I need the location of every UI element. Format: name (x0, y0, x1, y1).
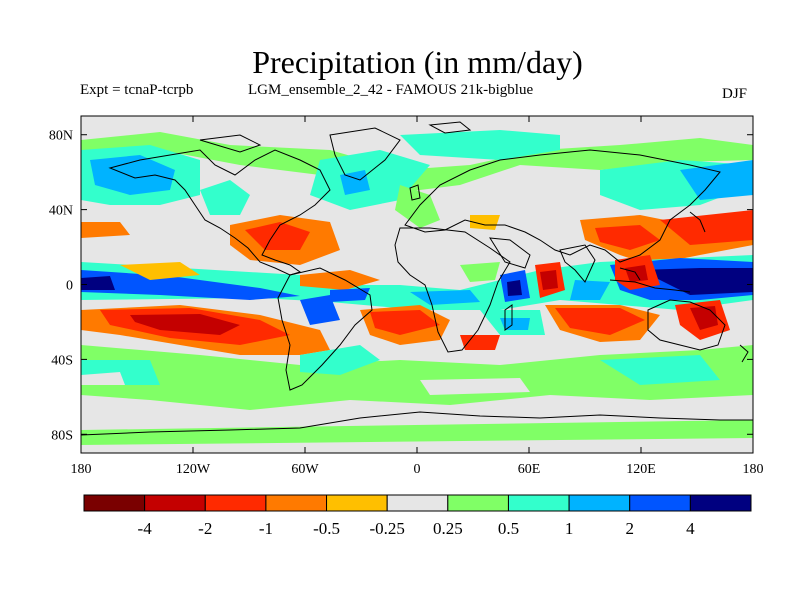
colorbar-label: 2 (625, 519, 634, 538)
colorbar-label: -4 (138, 519, 153, 538)
x-tick-label: 180 (743, 462, 764, 477)
colorbar-swatch (689, 494, 752, 512)
colorbar-swatch (386, 494, 449, 512)
x-tick-label: 60W (291, 462, 319, 477)
y-tick-label: 40N (49, 204, 73, 219)
x-tick-label: 0 (414, 462, 421, 477)
colorbar-swatch (447, 494, 509, 512)
x-tick-label: 60E (518, 462, 541, 477)
colorbar-swatch (629, 494, 691, 512)
colorbar-swatch (144, 494, 206, 512)
precip-field (81, 116, 753, 453)
x-tick-label: 120E (626, 462, 656, 477)
y-tick-label: 40S (51, 353, 73, 368)
ensemble-label: LGM_ensemble_2_42 - FAMOUS 21k-bigblue (248, 82, 534, 98)
colorbar-swatch (204, 494, 267, 512)
colorbar-label: 0.5 (498, 519, 519, 538)
y-tick-label: 80S (51, 428, 73, 443)
y-axis-ticks: 80N 40N 0 40S 80S (49, 129, 753, 443)
colorbar-label: -0.25 (369, 519, 404, 538)
experiment-label: Expt = tcnaP-tcrpb (80, 82, 194, 98)
colorbar-label: 0.25 (433, 519, 463, 538)
colorbar-label: -1 (259, 519, 273, 538)
colorbar-swatch (265, 494, 328, 512)
coastlines (81, 121, 753, 436)
x-tick-label: 120W (176, 462, 211, 477)
colorbar-swatch (326, 494, 388, 512)
colorbar: -4 -2 -1 -0.5 -0.25 0.25 0.5 1 2 4 (83, 494, 752, 538)
y-tick-label: 80N (49, 129, 73, 144)
y-tick-label: 0 (66, 279, 73, 294)
colorbar-swatch (83, 494, 146, 512)
colorbar-label: 4 (686, 519, 695, 538)
plot-title: Precipitation (in mm/day) (252, 44, 583, 80)
colorbar-swatch (568, 494, 631, 512)
season-label: DJF (722, 86, 748, 102)
colorbar-label: -2 (198, 519, 212, 538)
x-tick-label: 180 (71, 462, 92, 477)
colorbar-label: 1 (565, 519, 574, 538)
x-axis-ticks: 180 120W 60W 0 60E 120E 180 (71, 116, 764, 477)
colorbar-label: -0.5 (313, 519, 340, 538)
colorbar-swatch (507, 494, 570, 512)
